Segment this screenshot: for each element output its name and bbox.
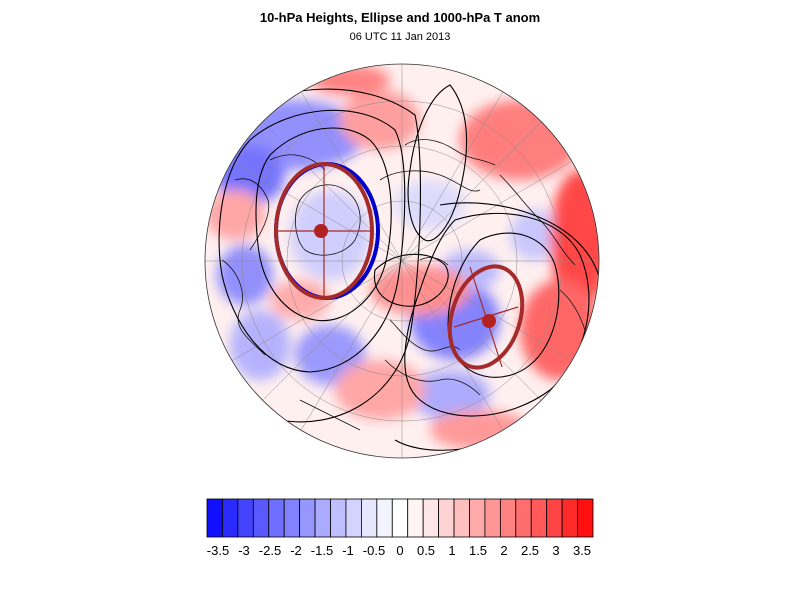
colorbar-swatch xyxy=(391,498,409,538)
colorbar-tick-label: -2 xyxy=(290,543,302,558)
colorbar-tick-label: -3 xyxy=(238,543,250,558)
map-subtitle: 06 UTC 11 Jan 2013 xyxy=(349,31,451,43)
map-title: 10-hPa Heights, Ellipse and 1000-hPa T a… xyxy=(259,10,541,25)
colorbar-tick-label: 2.5 xyxy=(520,543,540,558)
height-contour xyxy=(255,127,392,322)
warm-anomaly-region xyxy=(520,280,599,380)
colorbar-swatch xyxy=(237,498,254,538)
colorbar-tick-label: 3 xyxy=(552,543,560,558)
cold-anomaly-region xyxy=(217,245,273,305)
colorbar-swatch xyxy=(360,498,378,538)
colorbar-swatch xyxy=(222,498,239,538)
globe-outline xyxy=(204,63,600,459)
colorbar-swatch xyxy=(376,498,393,538)
graticule xyxy=(205,64,599,458)
colorbar xyxy=(206,498,594,538)
colorbar-swatch xyxy=(407,498,424,538)
colorbar-swatch xyxy=(330,498,347,538)
colorbar-tick-label: 0.5 xyxy=(416,543,436,558)
colorbar-tick-label: -0.5 xyxy=(362,543,386,558)
height-contour xyxy=(447,232,560,378)
colorbar-swatch xyxy=(484,498,501,538)
colorbar-swatch xyxy=(577,498,594,538)
height-contour xyxy=(407,84,468,242)
colorbar-swatch xyxy=(515,498,532,538)
colorbar-tick-label: 3.5 xyxy=(572,543,592,558)
colorbar-swatch xyxy=(438,498,455,538)
ellipse-center-marker xyxy=(482,314,496,328)
warm-anomaly-region xyxy=(460,100,580,180)
ellipse-center-marker xyxy=(314,224,328,238)
vortex-ellipse-1 xyxy=(274,162,380,300)
height-contour xyxy=(373,253,449,307)
colorbar-swatch xyxy=(268,498,285,538)
colorbar-swatch xyxy=(345,498,362,538)
colorbar-tick-label: 1 xyxy=(448,543,456,558)
cold-anomaly-region xyxy=(230,310,290,380)
vortex-ellipse-2 xyxy=(447,264,525,370)
cold-anomaly-region xyxy=(510,210,560,260)
colorbar-swatch xyxy=(561,498,578,538)
coastlines xyxy=(221,139,586,431)
cold-anomaly-region xyxy=(410,370,490,420)
colorbar-tick-label: 1.5 xyxy=(468,543,488,558)
height-contour xyxy=(218,109,406,373)
colorbar-swatch xyxy=(499,498,517,538)
colorbar-swatch xyxy=(299,498,316,538)
colorbar-tick-label: 2 xyxy=(500,543,508,558)
colorbar-swatch xyxy=(283,498,301,538)
colorbar-swatch xyxy=(252,498,270,538)
colorbar-tick-label: -3.5 xyxy=(206,543,230,558)
colorbar-swatch xyxy=(453,498,470,538)
colorbar-swatch xyxy=(206,498,223,538)
colorbar-swatch xyxy=(469,498,486,538)
colorbar-tick-label: -2.5 xyxy=(258,543,282,558)
colorbar-swatch xyxy=(530,498,548,538)
colorbar-tick-label: -1.5 xyxy=(310,543,334,558)
globe xyxy=(204,63,600,459)
colorbar-tick-label: -1 xyxy=(342,543,354,558)
colorbar-swatch xyxy=(422,498,440,538)
height-contour xyxy=(404,212,590,417)
colorbar-swatch xyxy=(314,498,331,538)
warm-anomaly-region xyxy=(205,190,265,240)
colorbar-swatch xyxy=(546,498,563,538)
ellipse-outline xyxy=(447,264,525,370)
warm-anomaly-region xyxy=(270,280,330,320)
colorbar-tick-label: 0 xyxy=(396,543,404,558)
cold-anomaly-region xyxy=(290,190,370,280)
cold-anomaly-region xyxy=(395,180,465,230)
